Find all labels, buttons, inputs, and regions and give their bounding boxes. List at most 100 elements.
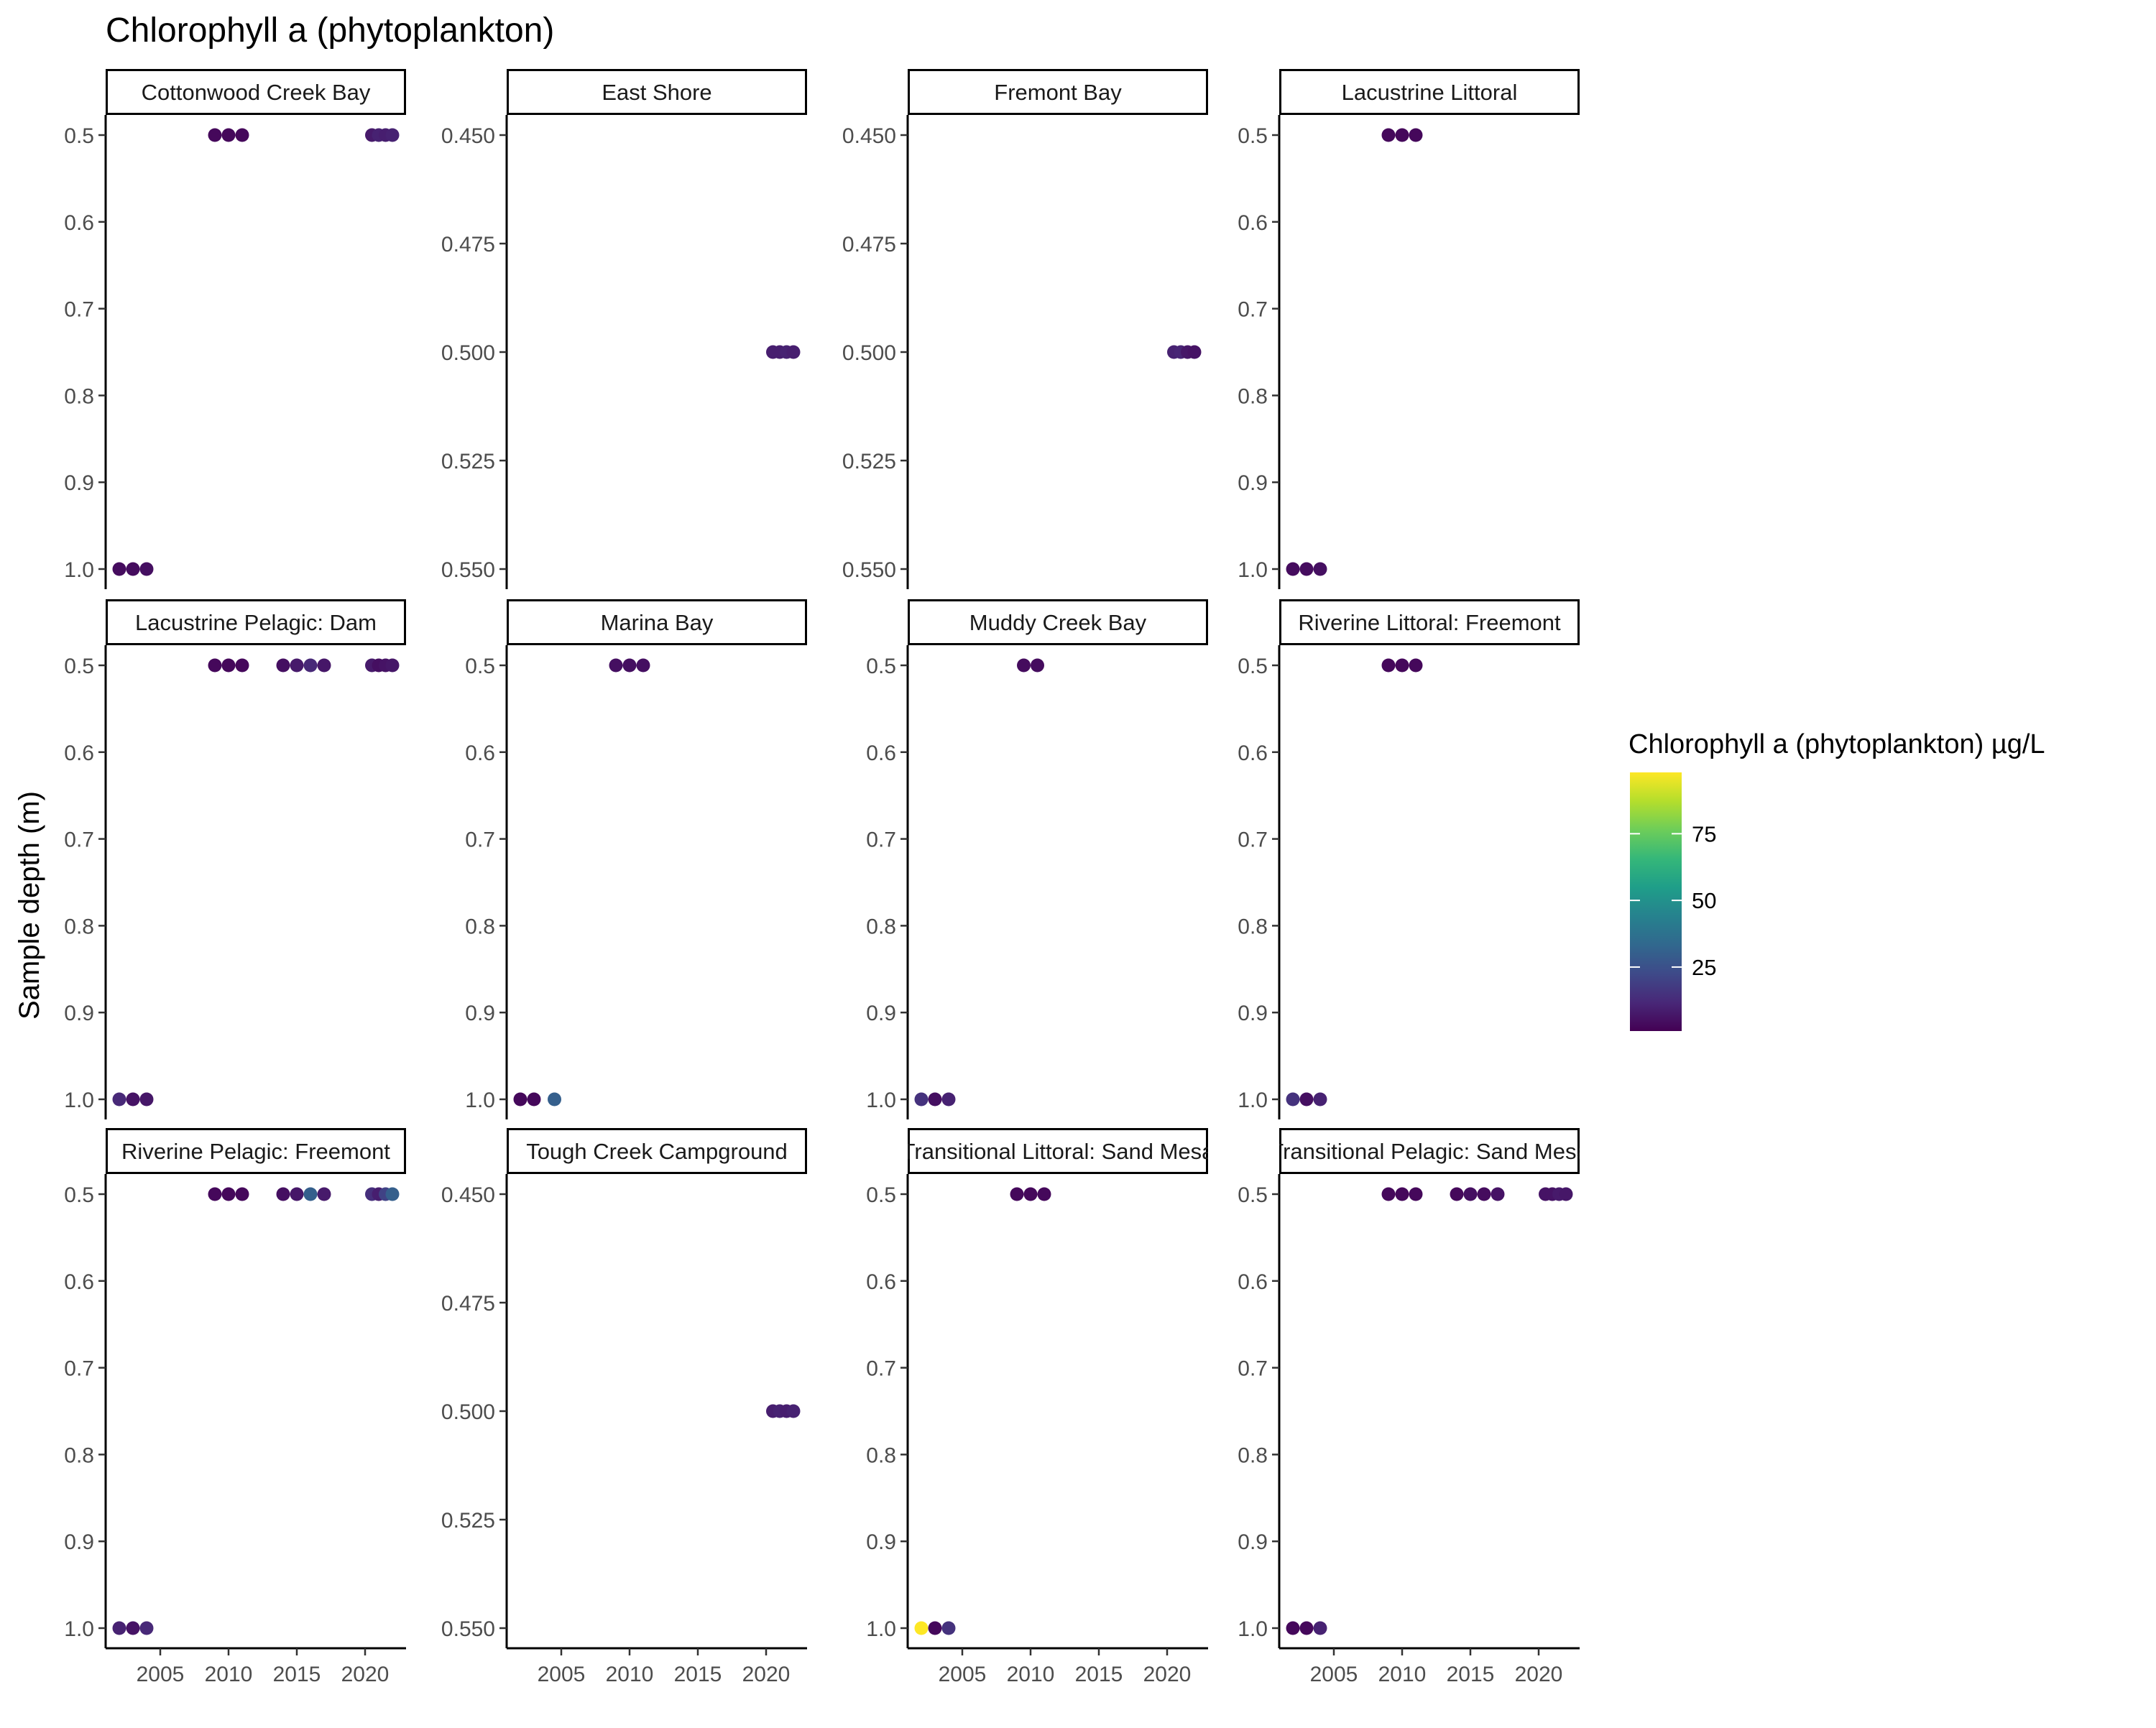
data-point [235, 658, 249, 673]
data-point [290, 1187, 304, 1201]
y-tick-label: 0.500 [441, 341, 495, 365]
y-tick-label: 0.450 [441, 1183, 495, 1207]
y-tick-label: 0.8 [64, 384, 94, 408]
data-point [1313, 562, 1327, 576]
data-point [385, 128, 400, 142]
data-point [276, 658, 290, 673]
data-point [126, 562, 140, 576]
data-point [941, 1092, 956, 1106]
y-tick-label: 0.7 [866, 828, 896, 852]
data-point [317, 658, 331, 673]
x-tick-label: 2020 [742, 1663, 791, 1686]
legend-tick-label: 25 [1692, 955, 1716, 980]
y-tick-label: 0.475 [441, 1292, 495, 1316]
x-tick-label: 2020 [341, 1663, 390, 1686]
data-point [1381, 128, 1396, 142]
data-point [221, 658, 236, 673]
facet-strip-label: Cottonwood Creek Bay [142, 80, 371, 105]
facet-panel: Muddy Creek Bay 0.5 0.6 0.7 0.8 0.9 1.0 [866, 599, 1208, 1119]
legend-colorbar [1630, 772, 1682, 1031]
facet-strip-label: Tough Creek Campground [526, 1139, 788, 1164]
facet-strip [106, 1128, 406, 1174]
facet-panel: Cottonwood Creek Bay 0.5 0.6 0.7 0.8 0.9 1.0 [64, 69, 406, 589]
facet-panels: Cottonwood Creek Bay 0.5 0.6 0.7 0.8 0.9 1.0 Ea… [64, 69, 1589, 1686]
data-point [1313, 1092, 1327, 1106]
y-tick-label: 0.500 [842, 341, 896, 365]
data-point [235, 1187, 249, 1201]
data-point [914, 1621, 929, 1635]
x-tick-label: 2010 [1378, 1663, 1427, 1686]
x-tick-label: 2015 [1075, 1663, 1123, 1686]
y-tick-label: 0.5 [64, 124, 94, 148]
data-point [941, 1621, 956, 1635]
facet-panel: Lacustrine Littoral 0.5 0.6 0.7 0.8 0.9 1.0 [1238, 69, 1580, 589]
data-point [914, 1092, 929, 1106]
data-point [317, 1187, 331, 1201]
y-tick-label: 0.6 [1238, 211, 1268, 235]
y-tick-label: 0.8 [1238, 1443, 1268, 1467]
y-tick-label: 0.6 [866, 741, 896, 765]
data-point [208, 128, 222, 142]
y-tick-label: 0.5 [866, 1183, 896, 1207]
color-legend: Chlorophyll a (phytoplankton) µg/L 25 50 75 [1628, 729, 2045, 1031]
x-tick-label: 2010 [1007, 1663, 1055, 1686]
data-point [1409, 128, 1423, 142]
y-tick-label: 0.500 [441, 1400, 495, 1424]
y-tick-label: 0.450 [842, 124, 896, 148]
facet-strip-label: Lacustrine Pelagic: Dam [135, 610, 377, 635]
data-point [221, 128, 236, 142]
y-tick-label: 0.5 [866, 655, 896, 678]
y-tick-label: 0.6 [866, 1270, 896, 1294]
y-tick-label: 0.7 [465, 828, 495, 852]
y-tick-label: 0.550 [842, 558, 896, 582]
y-tick-label: 1.0 [64, 1617, 94, 1641]
data-point [276, 1187, 290, 1201]
y-tick-label: 0.525 [441, 1509, 495, 1533]
y-axis-title: Sample depth (m) [14, 791, 45, 1020]
y-tick-label: 0.7 [1238, 1357, 1268, 1381]
data-point [112, 562, 126, 576]
data-point [1010, 1187, 1024, 1201]
facet-strip [106, 599, 406, 645]
y-tick-label: 0.5 [465, 655, 495, 678]
data-point [513, 1092, 528, 1106]
data-point [208, 1187, 222, 1201]
x-tick-label: 2015 [674, 1663, 722, 1686]
y-tick-label: 0.7 [866, 1357, 896, 1381]
data-point [112, 1092, 126, 1106]
data-point [1187, 345, 1202, 359]
facet-strip [908, 1128, 1208, 1174]
data-point [1037, 1187, 1051, 1201]
facet-panel: Tough Creek Campground 0.450 0.475 0.500 0.5… [441, 1128, 807, 1686]
y-tick-label: 0.9 [64, 471, 94, 495]
x-tick-label: 2015 [1447, 1663, 1495, 1686]
facet-strip-label: Transitional Pelagic: Sand Mesa [1270, 1139, 1589, 1164]
y-tick-label: 0.8 [866, 1443, 896, 1467]
facet-panel: Lacustrine Pelagic: Dam 0.5 0.6 0.7 0.8 0.9 1.… [64, 599, 406, 1119]
data-point [1450, 1187, 1464, 1201]
data-point [126, 1092, 140, 1106]
data-point [548, 1092, 561, 1106]
facet-strip [507, 599, 807, 645]
facet-strip-label: Fremont Bay [994, 80, 1122, 105]
data-point [1559, 1187, 1573, 1201]
y-tick-label: 0.7 [1238, 298, 1268, 322]
legend-tick-label: 50 [1692, 888, 1716, 913]
y-tick-label: 0.450 [441, 124, 495, 148]
y-tick-label: 0.6 [64, 211, 94, 235]
facet-strip [507, 1128, 807, 1174]
x-tick-label: 2005 [1310, 1663, 1358, 1686]
y-tick-label: 0.7 [64, 1357, 94, 1381]
data-point [1286, 562, 1300, 576]
data-point [1409, 658, 1423, 673]
x-tick-label: 2005 [538, 1663, 586, 1686]
y-tick-label: 0.525 [441, 450, 495, 473]
y-tick-label: 0.9 [1238, 471, 1268, 495]
facet-strip [1279, 1128, 1580, 1174]
y-tick-label: 0.9 [1238, 1530, 1268, 1554]
x-tick-label: 2010 [606, 1663, 654, 1686]
data-point [1395, 1187, 1409, 1201]
y-tick-label: 0.475 [842, 233, 896, 257]
data-point [928, 1621, 942, 1635]
